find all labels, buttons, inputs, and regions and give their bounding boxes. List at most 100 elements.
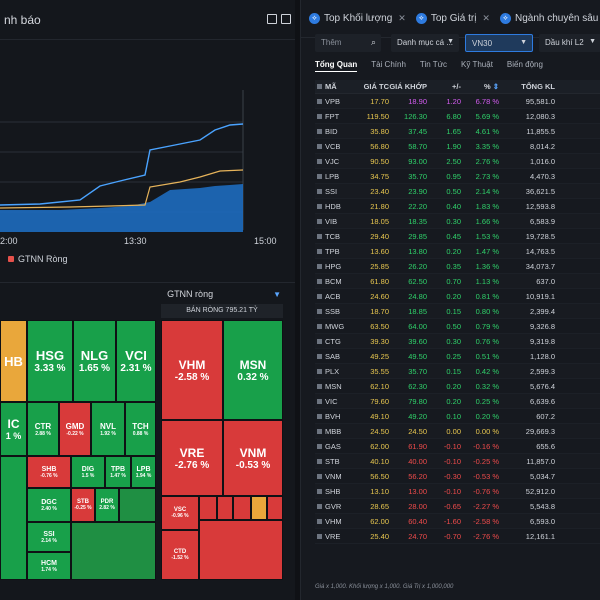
column-header[interactable]: MÃ xyxy=(315,82,355,91)
sector-select[interactable]: Dầu khí L2 ▼ xyxy=(539,34,600,52)
symbol-cell: VRE xyxy=(315,532,355,541)
treemap-metric-select[interactable]: GTNN ròng ▼ xyxy=(167,289,281,299)
table-row[interactable]: BID 35.80 37.45 1.65 4.61 % 11,855.5 xyxy=(315,124,600,139)
subtab-changes[interactable]: Biến động xyxy=(506,60,543,69)
subtab-technical[interactable]: Kỹ Thuật xyxy=(461,60,493,69)
treemap-tile[interactable]: HCM 1.74 % xyxy=(27,552,71,580)
table-row[interactable]: HPG 25.85 26.20 0.35 1.36 % 34,073.7 xyxy=(315,259,600,274)
subtab-overview[interactable]: Tổng Quan xyxy=(315,60,358,72)
treemap-tile[interactable]: SSI 2.14 % xyxy=(27,522,71,552)
treemap-tile[interactable] xyxy=(199,496,217,520)
ref-price-cell: 21.80 xyxy=(370,201,389,211)
column-header[interactable]: GIÁ TC xyxy=(363,82,389,91)
table-row[interactable]: VIC 79.60 79.80 0.20 0.25 % 6,639.6 xyxy=(315,394,600,409)
table-row[interactable]: VCB 56.80 58.70 1.90 3.35 % 8,014.2 xyxy=(315,139,600,154)
treemap-tile[interactable]: TCH 0.88 % xyxy=(125,402,156,456)
table-row[interactable]: TPB 13.60 13.80 0.20 1.47 % 14,763.5 xyxy=(315,244,600,259)
bar-chart-icon xyxy=(317,533,322,539)
treemap-tile[interactable] xyxy=(267,496,283,520)
treemap-tile[interactable] xyxy=(71,522,156,580)
table-row[interactable]: VJC 90.50 93.00 2.50 2.76 % 1,016.0 xyxy=(315,154,600,169)
treemap-tile[interactable]: SHB -0.76 % xyxy=(27,456,71,488)
ref-price-cell: 62.10 xyxy=(370,381,389,391)
treemap-tile[interactable]: VCI 2.31 % xyxy=(116,320,156,402)
table-row[interactable]: GAS 62.00 61.90 -0.10 -0.16 % 655.6 xyxy=(315,439,600,454)
treemap-tile[interactable]: CTD -1.52 % xyxy=(161,530,199,580)
table-row[interactable]: STB 40.10 40.00 -0.10 -0.25 % 11,857.0 xyxy=(315,454,600,469)
treemap-tile[interactable]: VNM -0.53 % xyxy=(223,420,283,496)
column-header[interactable]: +/- xyxy=(452,82,461,91)
volume-cell: 95,581.0 xyxy=(525,96,555,106)
treemap-tile[interactable]: VHM -2.58 % xyxy=(161,320,223,420)
treemap-tile[interactable] xyxy=(217,496,233,520)
table-row[interactable]: SAB 49.25 49.50 0.25 0.51 % 1,128.0 xyxy=(315,349,600,364)
treemap-tile[interactable]: IC 1 % xyxy=(0,402,27,456)
treemap-tile[interactable]: VRE -2.76 % xyxy=(161,420,223,496)
table-row[interactable]: PLX 35.55 35.70 0.15 0.42 % 2,599.3 xyxy=(315,364,600,379)
table-row[interactable]: LPB 34.75 35.70 0.95 2.73 % 4,470.3 xyxy=(315,169,600,184)
treemap-tile[interactable]: DIG 1.5 % xyxy=(71,456,105,488)
table-row[interactable]: MWG 63.50 64.00 0.50 0.79 % 9,326.8 xyxy=(315,319,600,334)
treemap-tile[interactable] xyxy=(251,496,267,520)
table-row[interactable]: CTG 39.30 39.60 0.30 0.76 % 9,319.8 xyxy=(315,334,600,349)
table-row[interactable]: SSB 18.70 18.85 0.15 0.80 % 2,399.4 xyxy=(315,304,600,319)
tab-top-value[interactable]: ⟡ Top Giá trị ✕ xyxy=(414,13,492,24)
match-price-cell: 28.00 xyxy=(408,501,427,511)
table-row[interactable]: MSN 62.10 62.30 0.20 0.32 % 5,676.4 xyxy=(315,379,600,394)
treemap-tile[interactable]: NVL 1.92 % xyxy=(91,402,125,456)
table-row[interactable]: ACB 24.60 24.80 0.20 0.81 % 10,919.1 xyxy=(315,289,600,304)
column-header[interactable]: GIÁ KHỚP xyxy=(389,82,427,91)
treemap-tile[interactable] xyxy=(233,496,251,520)
subtab-finance[interactable]: Tài Chính xyxy=(371,60,406,69)
treemap-tile[interactable]: CTR 2.88 % xyxy=(27,402,59,456)
percent-cell: 2.76 % xyxy=(475,156,499,166)
table-row[interactable]: TCB 29.40 29.85 0.45 1.53 % 19,728.5 xyxy=(315,229,600,244)
treemap-tile[interactable] xyxy=(0,456,27,580)
table-row[interactable]: VPB 17.70 18.90 1.20 6.78 % 95,581.0 xyxy=(315,94,600,109)
watchlist-select[interactable]: Danh mục cá ... ▼ xyxy=(391,34,459,52)
symbol-cell: GAS xyxy=(315,442,355,451)
close-icon[interactable]: ✕ xyxy=(482,13,490,23)
table-row[interactable]: MBB 24.50 24.50 0.00 0.00 % 29,669.3 xyxy=(315,424,600,439)
table-row[interactable]: GVR 28.65 28.00 -0.65 -2.27 % 5,543.8 xyxy=(315,499,600,514)
table-row[interactable]: VHM 62.00 60.40 -1.60 -2.58 % 6,593.0 xyxy=(315,514,600,529)
maximize-icon[interactable] xyxy=(281,14,291,24)
treemap-tile[interactable]: NLG 1.65 % xyxy=(73,320,116,402)
table-row[interactable]: SSI 23.40 23.90 0.50 2.14 % 36,621.5 xyxy=(315,184,600,199)
subtab-news[interactable]: Tin Tức xyxy=(419,60,448,69)
treemap-tile[interactable]: DGC 2.40 % xyxy=(27,488,71,522)
edit-icon[interactable] xyxy=(267,14,277,24)
table-row[interactable]: FPT 119.50 126.30 6.80 5.69 % 12,080.3 xyxy=(315,109,600,124)
tab-top-volume[interactable]: ⟡ Top Khối lượng ✕ xyxy=(307,13,408,24)
treemap-tile[interactable]: PDR 2.82 % xyxy=(95,488,119,522)
table-row[interactable]: VIB 18.05 18.35 0.30 1.66 % 6,583.9 xyxy=(315,214,600,229)
table-row[interactable]: VRE 25.40 24.70 -0.70 -2.76 % 12,161.1 xyxy=(315,529,600,544)
match-price-cell: 40.00 xyxy=(408,456,427,466)
treemap-tile[interactable]: TPB 1.47 % xyxy=(105,456,131,488)
treemap-tile[interactable] xyxy=(119,488,156,522)
treemap-tile[interactable]: VSC -0.96 % xyxy=(161,496,199,530)
table-row[interactable]: BCM 61.80 62.50 0.70 1.13 % 637.0 xyxy=(315,274,600,289)
bar-chart-icon xyxy=(317,458,322,464)
treemap-tile[interactable]: MSN 0.32 % xyxy=(223,320,283,420)
volume-cell: 655.6 xyxy=(536,441,555,451)
symbol-search-input[interactable]: Thêm ⌕ xyxy=(315,34,381,52)
tab-sector[interactable]: ⟡Ngành chuyên sâu✕ xyxy=(498,13,600,24)
treemap-tile[interactable] xyxy=(199,520,283,580)
treemap-tile[interactable]: HB xyxy=(0,320,27,402)
bar-chart-icon xyxy=(317,443,322,449)
column-header[interactable]: % ⇕ xyxy=(483,82,499,91)
index-select[interactable]: VN30 ▼ xyxy=(465,34,533,52)
treemap-tile[interactable]: LPB 1.94 % xyxy=(131,456,156,488)
table-row[interactable]: SHB 13.10 13.00 -0.10 -0.76 % 52,912.0 xyxy=(315,484,600,499)
column-header[interactable]: TỔNG KL xyxy=(521,82,555,91)
table-row[interactable]: HDB 21.80 22.20 0.40 1.83 % 12,593.8 xyxy=(315,199,600,214)
table-row[interactable]: VNM 56.50 56.20 -0.30 -0.53 % 5,034.7 xyxy=(315,469,600,484)
treemap-tile[interactable]: HSG 3.33 % xyxy=(27,320,73,402)
treemap-tile[interactable]: STB -0.25 % xyxy=(71,488,95,522)
price-table: MÃ GIÁ TC GIÁ KHỚP +/- % ⇕ TỔNG KL VPB 17… xyxy=(315,80,600,544)
treemap-tile[interactable]: GMD -0.22 % xyxy=(59,402,91,456)
close-icon[interactable]: ✕ xyxy=(398,13,406,23)
percent-cell: 0.81 % xyxy=(475,291,499,301)
table-row[interactable]: BVH 49.10 49.20 0.10 0.20 % 607.2 xyxy=(315,409,600,424)
